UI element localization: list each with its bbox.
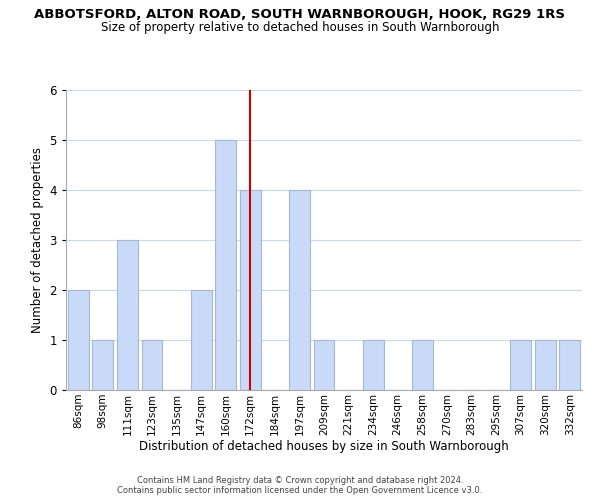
Bar bbox=[117, 240, 138, 390]
Bar bbox=[412, 340, 433, 390]
Bar bbox=[240, 190, 261, 390]
Bar bbox=[191, 290, 212, 390]
Bar bbox=[142, 340, 163, 390]
Bar bbox=[68, 290, 89, 390]
Bar bbox=[92, 340, 113, 390]
Text: ABBOTSFORD, ALTON ROAD, SOUTH WARNBOROUGH, HOOK, RG29 1RS: ABBOTSFORD, ALTON ROAD, SOUTH WARNBOROUG… bbox=[35, 8, 566, 20]
Bar bbox=[215, 140, 236, 390]
Y-axis label: Number of detached properties: Number of detached properties bbox=[31, 147, 44, 333]
Bar bbox=[510, 340, 531, 390]
Text: Contains public sector information licensed under the Open Government Licence v3: Contains public sector information licen… bbox=[118, 486, 482, 495]
Bar bbox=[314, 340, 334, 390]
Bar bbox=[559, 340, 580, 390]
Bar bbox=[362, 340, 383, 390]
X-axis label: Distribution of detached houses by size in South Warnborough: Distribution of detached houses by size … bbox=[139, 440, 509, 454]
Text: Size of property relative to detached houses in South Warnborough: Size of property relative to detached ho… bbox=[101, 21, 499, 34]
Text: Contains HM Land Registry data © Crown copyright and database right 2024.: Contains HM Land Registry data © Crown c… bbox=[137, 476, 463, 485]
Bar bbox=[535, 340, 556, 390]
Bar bbox=[289, 190, 310, 390]
